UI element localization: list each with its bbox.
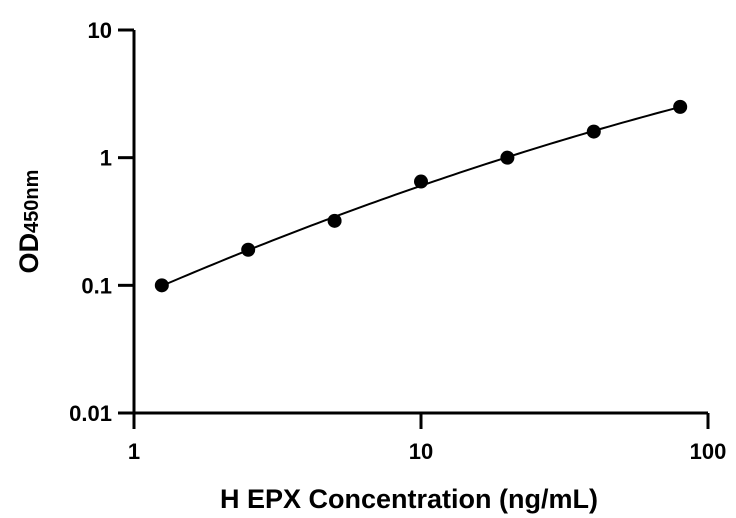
tick-labels: 0.01 0.1 1 10 1 10 100	[69, 18, 726, 464]
x-tick-label-0: 1	[128, 439, 140, 464]
y-axis-title-subscript: 450nm	[21, 170, 43, 233]
data-point-1	[241, 242, 256, 257]
x-tick-label-2: 100	[690, 439, 727, 464]
data-point-3	[414, 174, 428, 189]
data-point-6	[673, 99, 688, 114]
data-points	[154, 99, 688, 293]
y-axis-title: OD450nm	[14, 170, 44, 274]
y-tick-label-2: 1	[100, 146, 112, 171]
y-tick-label-3: 10	[88, 18, 112, 43]
data-point-0	[154, 278, 169, 293]
y-tick-label-0: 0.01	[69, 401, 112, 426]
data-point-5	[586, 124, 601, 139]
fit-curve	[161, 106, 681, 287]
axes	[132, 30, 708, 415]
tick-marks	[118, 28, 710, 429]
y-axis-title-main: OD	[14, 233, 44, 274]
data-point-4	[500, 150, 515, 165]
x-axis-title: H EPX Concentration (ng/mL)	[220, 484, 598, 514]
y-tick-label-1: 0.1	[81, 273, 112, 298]
data-point-2	[327, 213, 342, 228]
x-tick-label-1: 10	[409, 439, 433, 464]
